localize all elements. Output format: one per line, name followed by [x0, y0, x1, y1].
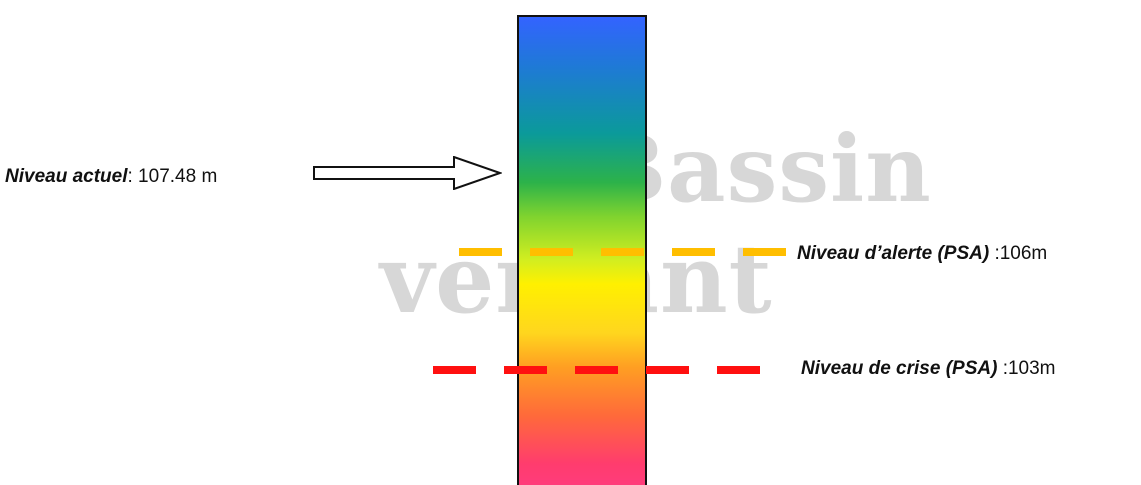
alert-level-key: Niveau d’alerte (PSA) [797, 243, 990, 264]
alert-level-label: Niveau d’alerte (PSA) :106m [797, 243, 1047, 265]
alert-level-value: :106m [994, 243, 1048, 264]
current-level-arrow-icon [313, 156, 502, 190]
alert-dash-1 [459, 248, 502, 256]
crisis-dash-1 [433, 366, 476, 374]
current-level-key: Niveau actuel [5, 166, 128, 187]
crisis-dash-2 [504, 366, 547, 374]
crisis-dash-3 [575, 366, 618, 374]
alert-dash-4 [672, 248, 715, 256]
crisis-level-label: Niveau de crise (PSA) :103m [801, 358, 1056, 380]
crisis-level-value: :103m [1002, 358, 1056, 379]
alert-dash-2 [530, 248, 573, 256]
crisis-level-key: Niveau de crise (PSA) [801, 358, 998, 379]
current-level-value: : 107.48 m [127, 166, 218, 187]
crisis-dash-4 [646, 366, 689, 374]
crisis-dash-5 [717, 366, 760, 374]
alert-dash-5 [743, 248, 786, 256]
alert-threshold-line [459, 248, 786, 256]
current-level-label: Niveau actuel: 107.48 m [5, 166, 217, 188]
crisis-threshold-line [433, 366, 760, 374]
alert-dash-3 [601, 248, 644, 256]
